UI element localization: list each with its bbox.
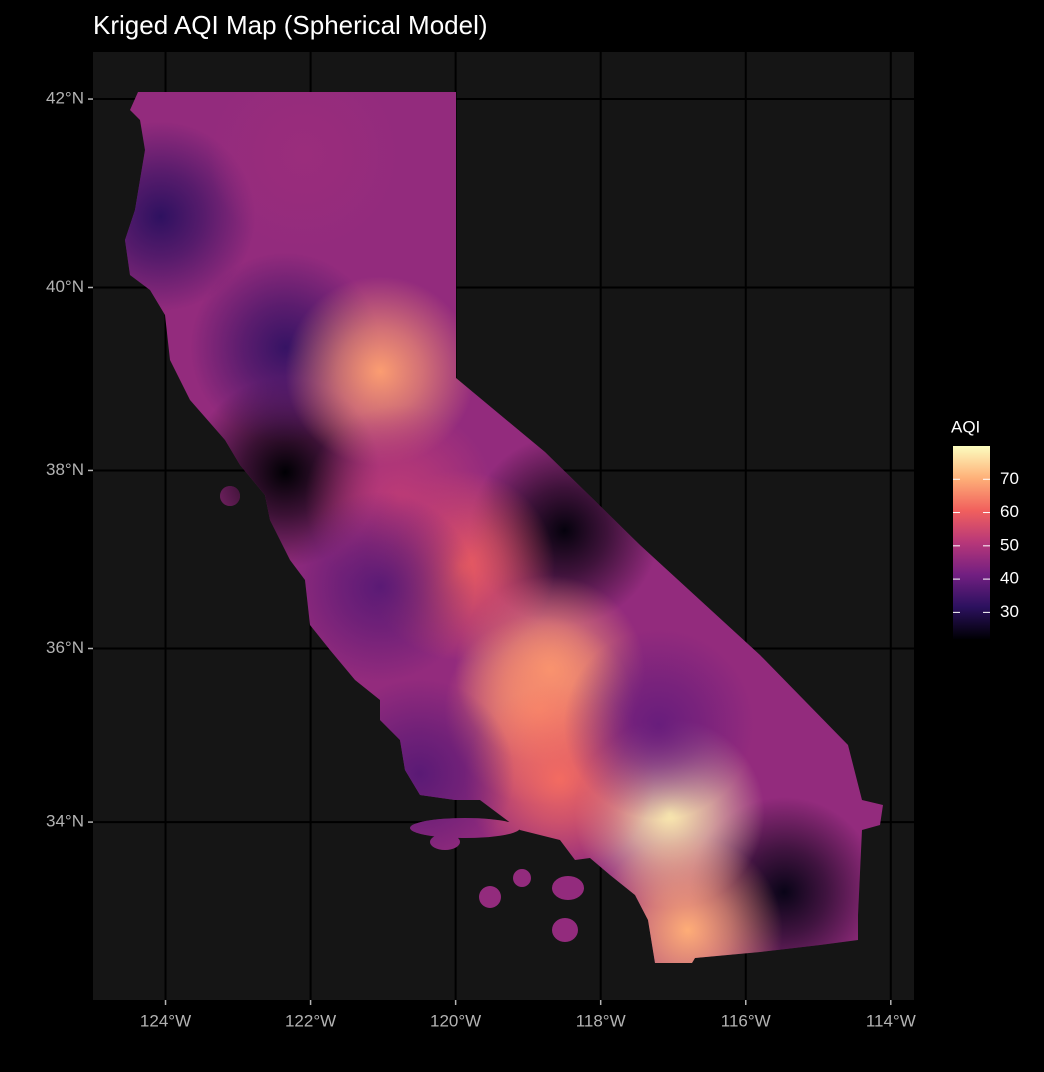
x-tick-label: 116°W xyxy=(721,1011,771,1030)
x-tick-label: 122°W xyxy=(285,1011,336,1030)
colorbar xyxy=(953,446,990,639)
legend-title: AQI xyxy=(951,417,980,436)
colorbar-label: 50 xyxy=(1000,535,1019,554)
axes: 124°W 122°W 120°W 118°W 116°W 114°W 34°N 36°N 38… xyxy=(46,89,916,1031)
x-tick-label: 114°W xyxy=(866,1011,916,1030)
aqi-point xyxy=(592,835,783,963)
aqi-point xyxy=(208,92,399,250)
colorbar-label: 60 xyxy=(1000,502,1019,521)
colorbar-label: 30 xyxy=(1000,602,1019,621)
y-tick-label: 34°N xyxy=(46,812,84,831)
y-tick-label: 36°N xyxy=(46,638,84,657)
y-tick-label: 38°N xyxy=(46,460,84,479)
chart-title: Kriged AQI Map (Spherical Model) xyxy=(93,10,488,40)
aqi-point xyxy=(285,491,476,682)
colorbar-label: 40 xyxy=(1000,569,1019,588)
aqi-point xyxy=(563,629,754,820)
y-tick-label: 42°N xyxy=(46,89,84,108)
x-tick-label: 124°W xyxy=(140,1011,191,1030)
x-tick-label: 118°W xyxy=(576,1011,626,1030)
x-tick-label: 120°W xyxy=(430,1011,481,1030)
colorbar-label: 70 xyxy=(1000,469,1019,488)
legend: AQI 30 40 50 60 70 xyxy=(951,417,1019,639)
aqi-point xyxy=(125,121,256,312)
y-tick-label: 40°N xyxy=(46,277,84,296)
